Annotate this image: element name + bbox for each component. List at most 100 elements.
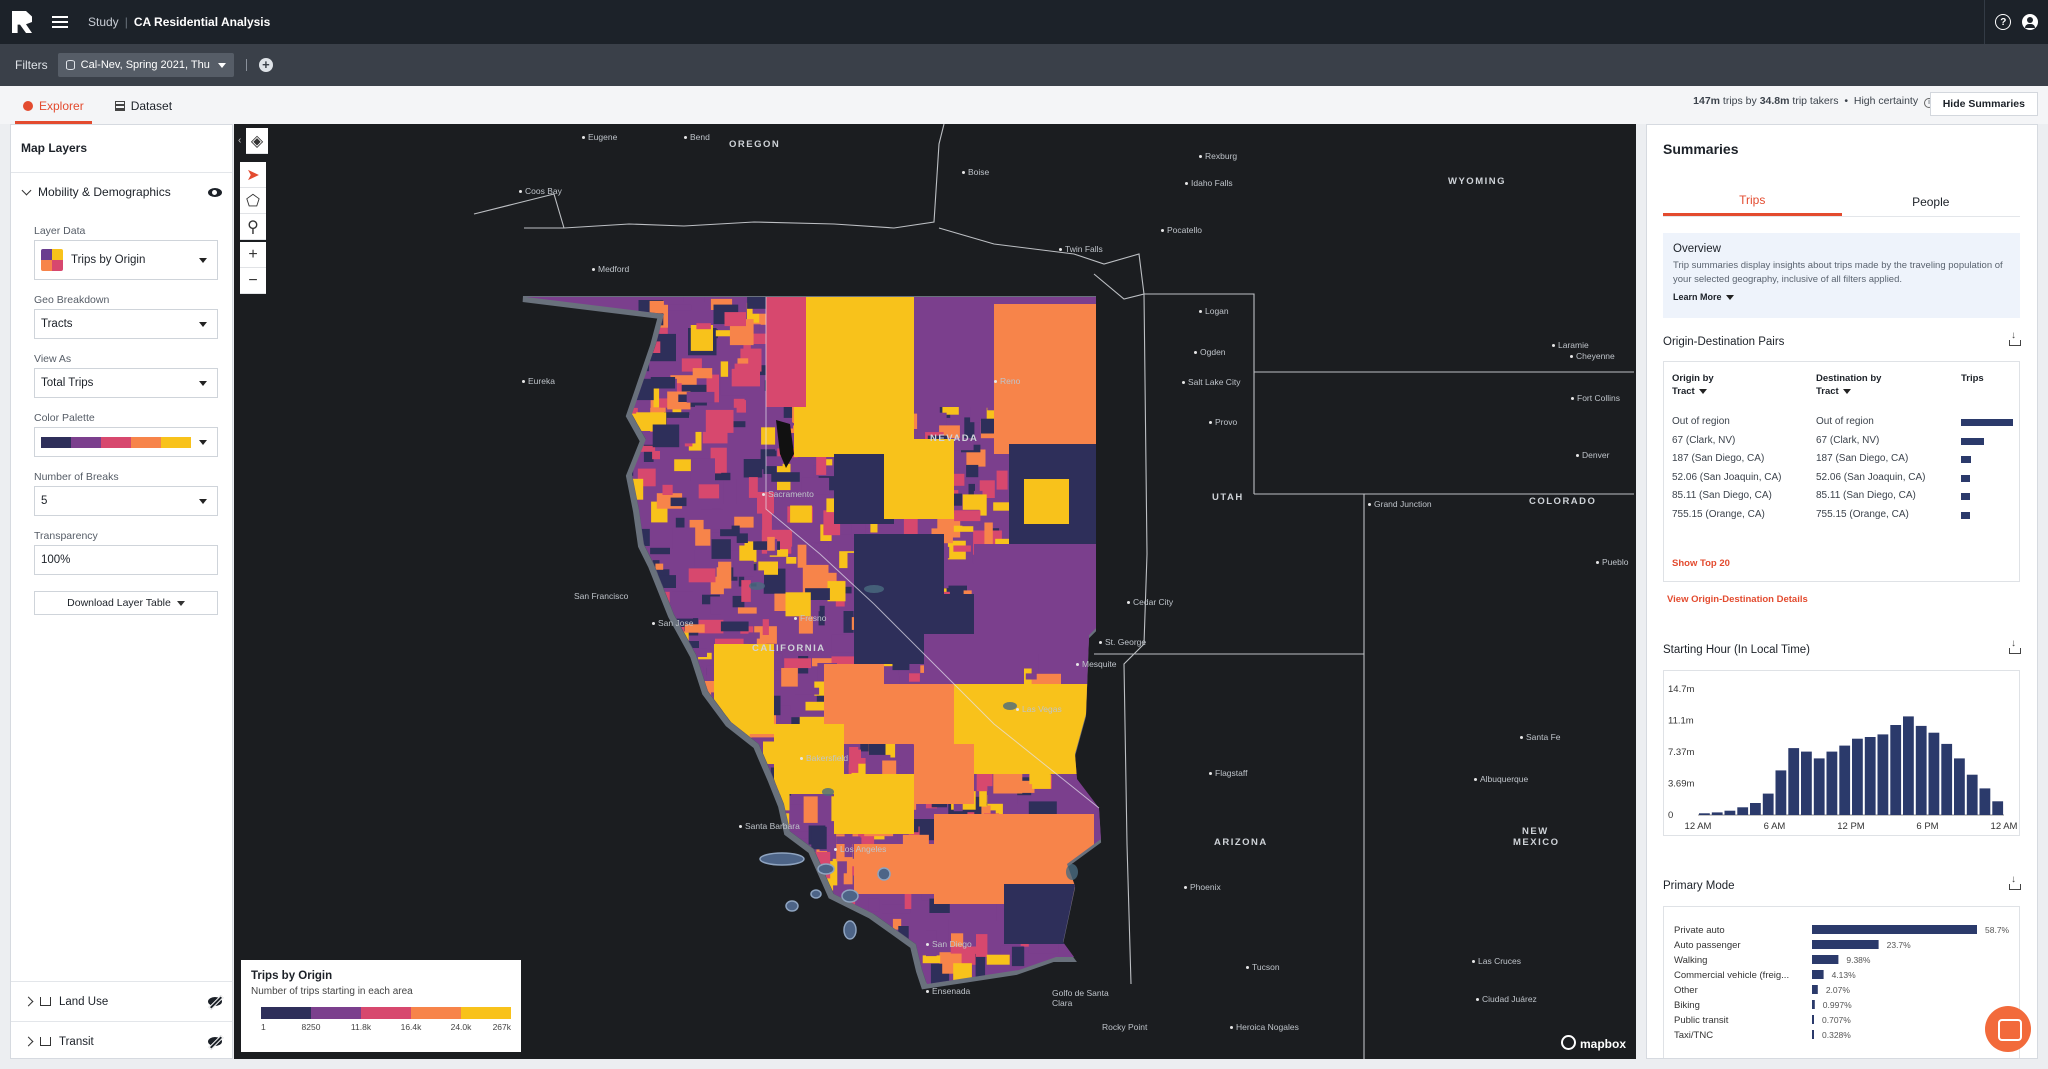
map-city-label: Idaho Falls	[1185, 178, 1233, 188]
legend-tick-label: 8250	[301, 1022, 321, 1032]
search-icon[interactable]: ⚲	[240, 214, 266, 240]
tab-trips[interactable]: Trips	[1663, 187, 1842, 216]
tract-cell	[869, 972, 889, 983]
tract-cell	[626, 730, 655, 750]
tract-cell	[823, 930, 844, 947]
hide-summaries-button[interactable]: Hide Summaries	[1929, 92, 2038, 116]
hour-bar[interactable]	[1750, 803, 1761, 815]
mode-bar[interactable]	[1812, 1015, 1814, 1024]
x-tick-label: 6 AM	[1764, 821, 1786, 832]
mode-bar[interactable]	[1812, 985, 1818, 994]
pointer-icon[interactable]: ➤	[240, 162, 266, 188]
hour-bar[interactable]	[1737, 807, 1749, 815]
hour-bar[interactable]	[1852, 738, 1863, 815]
zoom-out-icon[interactable]: −	[240, 268, 266, 294]
hour-bar[interactable]	[1711, 812, 1723, 815]
hour-bar[interactable]	[1775, 770, 1787, 815]
polygon-icon[interactable]: ⬠	[240, 188, 266, 214]
tract-cell	[778, 531, 793, 547]
tract-cell	[968, 483, 975, 498]
hour-bar[interactable]	[1890, 725, 1902, 815]
mapbox-attribution[interactable]: mapbox	[1561, 1035, 1626, 1051]
download-icon[interactable]	[2009, 638, 2021, 654]
breadcrumb-study[interactable]: Study	[88, 15, 119, 29]
dataset-filter-chip[interactable]: Cal-Nev, Spring 2021, Thu	[57, 53, 234, 77]
hour-bar[interactable]	[1839, 745, 1851, 815]
view-as-select[interactable]: Total Trips	[34, 368, 218, 398]
od-origin-header[interactable]: Origin by Tract	[1672, 372, 1714, 398]
mode-bar[interactable]	[1812, 970, 1824, 979]
collapse-toolbar-icon[interactable]: ‹	[238, 135, 242, 146]
tract-cell	[776, 910, 799, 936]
od-trips-bar	[1961, 456, 1972, 463]
hour-bar[interactable]	[1699, 813, 1710, 815]
tract-cell	[711, 797, 726, 824]
tract-cell	[619, 802, 638, 811]
help-icon[interactable]: ?	[1995, 14, 2012, 30]
mode-value-label: 0.707%	[1822, 1015, 1851, 1025]
learn-more-label: Learn More	[1673, 292, 1722, 302]
hour-bar[interactable]	[1992, 801, 2004, 815]
tract-cell	[827, 965, 835, 982]
hour-bar[interactable]	[1941, 743, 1953, 815]
hour-bar[interactable]	[1915, 725, 1927, 815]
zoom-in-icon[interactable]: +	[240, 242, 266, 268]
download-icon[interactable]	[2009, 874, 2021, 890]
download-icon[interactable]	[2009, 330, 2021, 346]
color-palette-select[interactable]	[34, 427, 218, 457]
hour-bar[interactable]	[1762, 793, 1774, 815]
od-dest-cell: Out of region	[1816, 416, 1874, 427]
add-filter-icon[interactable]: +	[258, 58, 273, 72]
chat-support-icon[interactable]	[1985, 1006, 2031, 1052]
layers-icon[interactable]: ◈	[246, 128, 268, 154]
hour-bar[interactable]	[1801, 751, 1812, 815]
tab-dataset[interactable]: Dataset	[107, 90, 180, 124]
learn-more-link[interactable]: Learn More	[1673, 292, 2010, 302]
map-city-label: Provo	[1209, 417, 1237, 427]
tab-explorer[interactable]: Explorer	[15, 90, 92, 124]
map-canvas[interactable]: Eugene Bend OREGON Coos Bay Medford Bois…	[234, 124, 1636, 1059]
map-state-label: WYOMING	[1448, 176, 1506, 187]
breaks-select[interactable]: 5	[34, 486, 218, 516]
tract-cell	[644, 840, 655, 866]
hour-bar[interactable]	[1864, 737, 1876, 815]
mode-bar[interactable]	[1812, 1000, 1815, 1009]
hour-bar[interactable]	[1788, 748, 1800, 815]
geo-breakdown-select[interactable]: Tracts	[34, 309, 218, 339]
hour-bar[interactable]	[1724, 810, 1736, 815]
hour-bar[interactable]	[1826, 751, 1838, 815]
mode-bar[interactable]	[1812, 955, 1839, 964]
tract-cell	[775, 831, 786, 856]
mode-bar[interactable]	[1812, 1030, 1814, 1039]
eye-off-icon[interactable]	[208, 1037, 222, 1046]
eye-off-icon[interactable]	[208, 997, 222, 1006]
hour-bar[interactable]	[1966, 774, 1978, 815]
tract-cell	[784, 658, 812, 669]
hour-bar[interactable]	[1928, 732, 1940, 815]
tract-cell	[675, 804, 686, 812]
transparency-input[interactable]: 100%	[34, 545, 218, 575]
tab-people[interactable]: People	[1912, 194, 1950, 209]
download-layer-table-button[interactable]: Download Layer Table	[34, 591, 218, 615]
eye-icon[interactable]	[208, 187, 222, 197]
hour-bar[interactable]	[1954, 758, 1965, 815]
hour-bar[interactable]	[1903, 716, 1914, 815]
land-use-section-header[interactable]: Land Use	[11, 981, 232, 1021]
layer-data-select[interactable]: Trips by Origin	[34, 240, 218, 280]
view-od-details-link[interactable]: View Origin-Destination Details	[1667, 594, 1808, 605]
hour-bar[interactable]	[1877, 734, 1889, 815]
legend-tick-label: 1	[261, 1022, 266, 1032]
hamburger-menu-icon[interactable]	[52, 13, 68, 31]
mode-bar[interactable]	[1812, 940, 1879, 949]
app-logo[interactable]	[0, 0, 44, 44]
od-dest-header[interactable]: Destination by Tract	[1816, 372, 1881, 398]
mode-bar[interactable]	[1812, 925, 1977, 934]
transit-section-header[interactable]: Transit	[11, 1021, 232, 1061]
hour-bar[interactable]	[1813, 758, 1825, 815]
hour-bar[interactable]	[1979, 788, 1991, 815]
mobility-section-header[interactable]: Mobility & Demographics	[11, 173, 232, 211]
user-icon[interactable]	[2021, 14, 2038, 30]
od-dest-cell: 85.11 (San Diego, CA)	[1816, 490, 1916, 501]
tract-cell	[664, 788, 693, 814]
show-top-20-link[interactable]: Show Top 20	[1672, 558, 1730, 569]
